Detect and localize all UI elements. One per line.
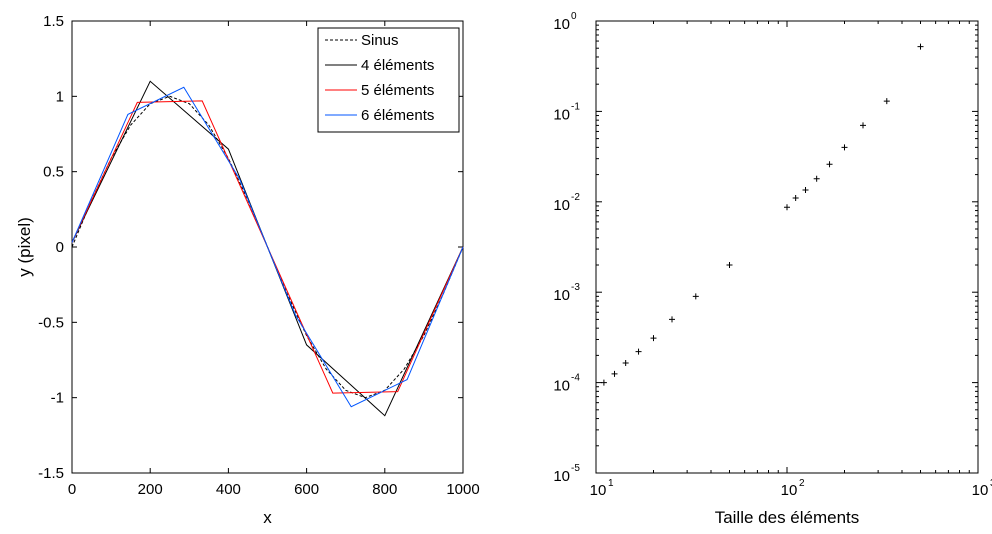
scatter-point	[726, 261, 733, 268]
legend-label-1: 4 éléments	[361, 57, 434, 74]
left-y-axis-label: y (pixel)	[15, 217, 34, 277]
left-x-tick-label: 800	[372, 481, 397, 498]
right-y-tick-label: 10	[553, 16, 570, 33]
scatter-point	[622, 359, 629, 366]
right-y-tick-exponent: 0	[571, 11, 577, 22]
left-y-tick-label: 1	[56, 88, 64, 105]
scatter-point	[669, 316, 676, 323]
right-x-tick-label: 10	[972, 482, 989, 499]
legend-label-0: Sinus	[361, 32, 399, 49]
scatter-point	[792, 195, 799, 202]
right-x-axis-label: Taille des éléments	[715, 508, 860, 527]
scatter-point	[813, 175, 820, 182]
scatter-point	[883, 98, 890, 105]
left-y-tick-label: -0.5	[38, 314, 64, 331]
right-y-tick-exponent: -2	[571, 192, 580, 203]
right-x-tick-label: 10	[590, 482, 607, 499]
scatter-point	[841, 144, 848, 151]
left-y-tick-label: -1	[51, 390, 64, 407]
left-x-tick-label: 1000	[446, 481, 479, 498]
scatter-point	[860, 122, 867, 129]
right-x-tick-exponent: 3	[990, 478, 992, 489]
scatter-point	[784, 204, 790, 211]
scatter-point	[917, 43, 924, 50]
scatter-point	[600, 379, 607, 386]
right-plot-frame	[595, 20, 979, 474]
left-y-tick-label: -1.5	[38, 465, 64, 482]
right-y-tick-exponent: -3	[571, 282, 580, 293]
right-y-tick-exponent: -5	[571, 463, 580, 474]
right-x-tick-exponent: 2	[799, 478, 805, 489]
left-x-tick-label: 600	[294, 481, 319, 498]
left-x-tick-label: 200	[138, 481, 163, 498]
scatter-point	[611, 370, 618, 377]
right-y-tick-label: 10	[553, 287, 570, 304]
left-y-tick-label: 0	[56, 239, 64, 256]
scatter-point	[802, 187, 809, 194]
left-x-tick-label: 0	[68, 481, 76, 498]
scatter-point	[692, 293, 699, 300]
right-x-tick-label: 10	[781, 482, 798, 499]
left-x-tick-label: 400	[216, 481, 241, 498]
legend-label-3: 6 éléments	[361, 107, 434, 124]
right-y-tick-label: 10	[553, 378, 570, 395]
right-y-tick-exponent: -4	[571, 373, 580, 384]
left-x-axis-label: x	[263, 508, 272, 527]
right-y-tick-exponent: -1	[571, 101, 580, 112]
scatter-point	[635, 348, 642, 355]
scatter-point	[826, 161, 833, 168]
left-y-tick-label: 0.5	[43, 164, 64, 181]
legend-label-2: 5 éléments	[361, 82, 434, 99]
legend: Sinus 4 éléments 5 éléments 6 éléments	[317, 27, 460, 133]
right-y-tick-label: 10	[553, 106, 570, 123]
right-x-tick-exponent: 1	[608, 478, 614, 489]
left-y-tick-label: 1.5	[43, 13, 64, 30]
scatter-point	[650, 335, 657, 342]
series-line-3	[71, 86, 464, 408]
left-chart: 0 200 400 600 800 1000 -1.5 -1 -0.5 0 0.5 1 1.5 x y (p…	[15, 13, 480, 527]
right-y-tick-label: 10	[553, 468, 570, 485]
right-y-tick-label: 10	[553, 197, 570, 214]
